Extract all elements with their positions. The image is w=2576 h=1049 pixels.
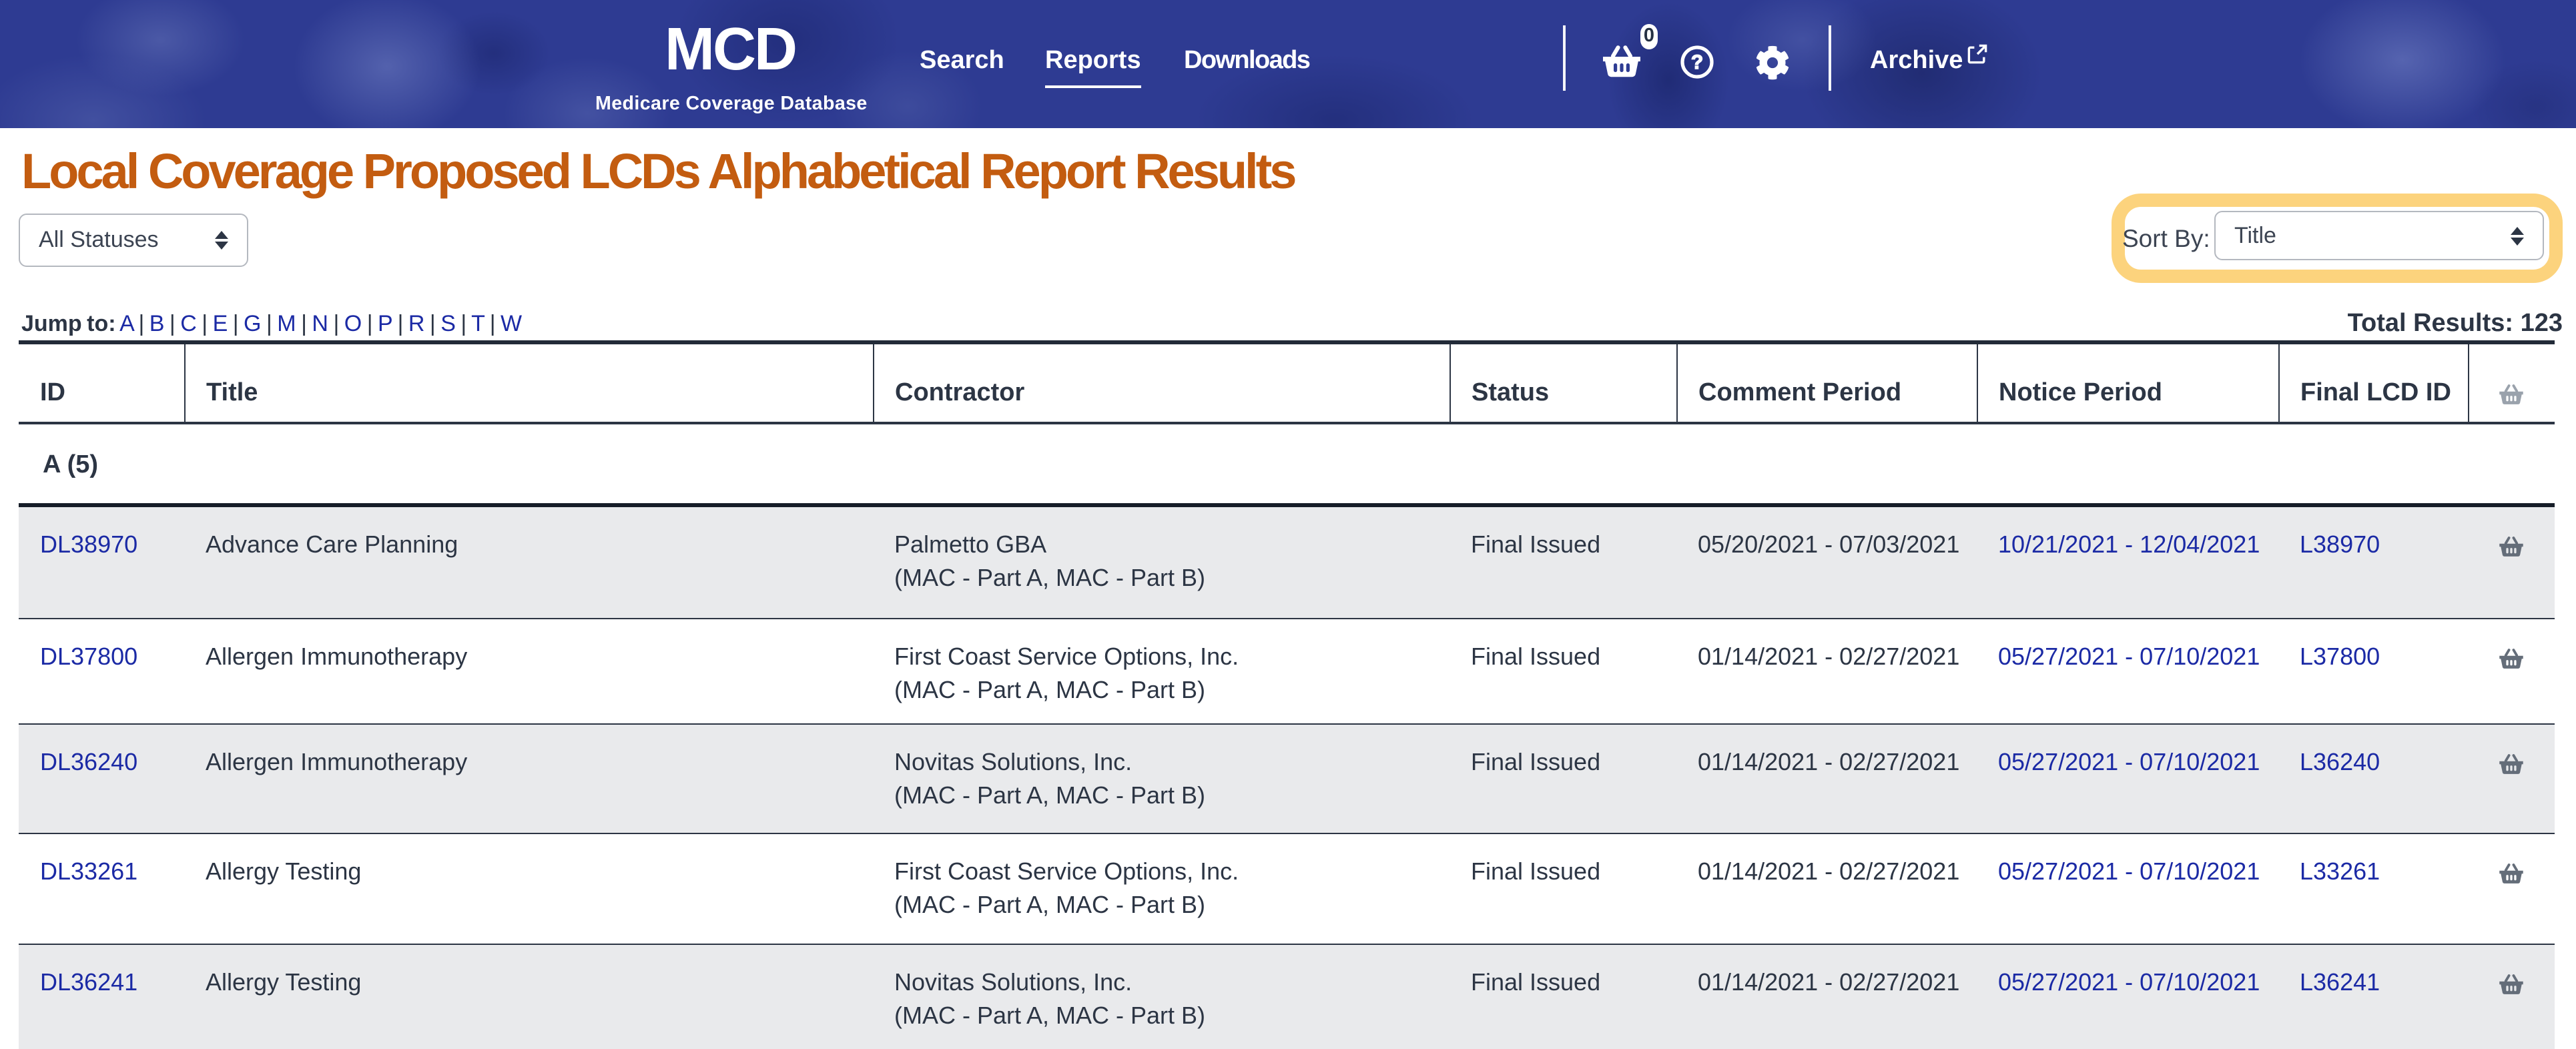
svg-text:?: ? xyxy=(1691,51,1703,73)
